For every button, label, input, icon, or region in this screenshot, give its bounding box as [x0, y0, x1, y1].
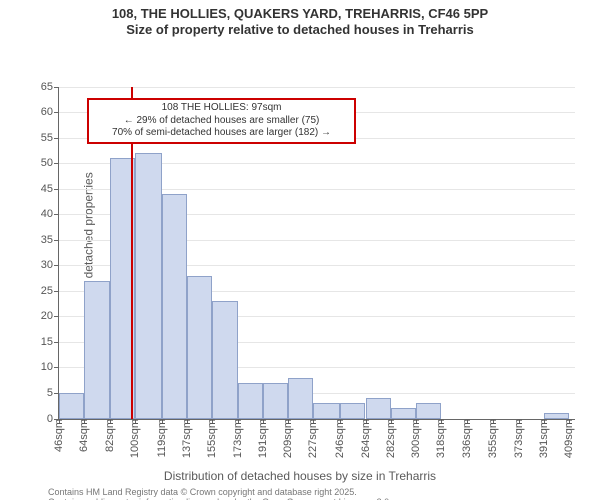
x-tick-label: 173sqm — [232, 419, 244, 466]
histogram-bar — [238, 383, 263, 419]
chart-title-block: 108, THE HOLLIES, QUAKERS YARD, TREHARRI… — [0, 0, 600, 39]
x-tick-label: 46sqm — [53, 419, 65, 460]
x-tick-label: 119sqm — [156, 419, 168, 465]
histogram-bar — [416, 403, 441, 418]
chart-footer: Contains HM Land Registry data © Crown c… — [0, 483, 600, 500]
x-tick-label: 264sqm — [360, 419, 372, 466]
y-tick-label: 30 — [41, 259, 59, 271]
histogram-bar — [84, 281, 109, 419]
histogram-bar — [366, 398, 391, 418]
annotation-line: 108 THE HOLLIES: 97sqm — [93, 102, 349, 115]
histogram-bar — [212, 301, 237, 418]
chart-title-line2: Size of property relative to detached ho… — [0, 22, 600, 38]
x-tick-label: 282sqm — [385, 419, 397, 466]
x-tick-label: 391sqm — [538, 419, 550, 466]
chart-area: Number of detached properties 0510152025… — [0, 39, 600, 471]
x-tick-label: 336sqm — [461, 419, 473, 466]
histogram-bar — [313, 403, 340, 418]
histogram-bar — [391, 408, 416, 418]
x-axis-label: Distribution of detached houses by size … — [0, 469, 600, 483]
y-tick-label: 25 — [41, 285, 59, 297]
x-tick-label: 209sqm — [282, 419, 294, 466]
x-tick-label: 137sqm — [181, 419, 193, 466]
y-tick-label: 10 — [41, 361, 59, 373]
histogram-bar — [59, 393, 84, 419]
histogram-bar — [544, 413, 569, 418]
x-tick-label: 155sqm — [206, 419, 218, 466]
footer-line1: Contains HM Land Registry data © Crown c… — [48, 487, 600, 498]
x-tick-label: 373sqm — [513, 419, 525, 466]
x-tick-label: 191sqm — [257, 419, 269, 466]
x-tick-label: 227sqm — [307, 419, 319, 466]
y-tick-label: 5 — [47, 387, 59, 399]
histogram-bar — [135, 153, 162, 419]
annotation-line: 70% of semi-detached houses are larger (… — [93, 127, 349, 140]
x-tick-label: 409sqm — [563, 419, 575, 466]
histogram-bar — [263, 383, 288, 419]
annotation-box: 108 THE HOLLIES: 97sqm← 29% of detached … — [87, 98, 355, 144]
histogram-bar — [187, 276, 212, 419]
y-tick-label: 20 — [41, 310, 59, 322]
x-tick-label: 100sqm — [129, 419, 141, 466]
y-tick-label: 50 — [41, 157, 59, 169]
gridline-h — [59, 87, 575, 88]
x-tick-label: 82sqm — [104, 419, 116, 460]
y-tick-label: 60 — [41, 106, 59, 118]
x-tick-label: 355sqm — [487, 419, 499, 466]
x-tick-label: 300sqm — [410, 419, 422, 466]
y-tick-label: 45 — [41, 183, 59, 195]
histogram-bar — [340, 403, 365, 418]
y-tick-label: 65 — [41, 81, 59, 93]
x-tick-label: 64sqm — [78, 419, 90, 460]
y-tick-label: 40 — [41, 208, 59, 220]
y-tick-label: 15 — [41, 336, 59, 348]
annotation-line: ← 29% of detached houses are smaller (75… — [93, 115, 349, 128]
chart-title-line1: 108, THE HOLLIES, QUAKERS YARD, TREHARRI… — [0, 6, 600, 22]
x-tick-label: 318sqm — [435, 419, 447, 466]
x-tick-label: 246sqm — [334, 419, 346, 466]
histogram-bar — [288, 378, 313, 419]
y-tick-label: 55 — [41, 132, 59, 144]
histogram-bar — [162, 194, 187, 419]
y-tick-label: 35 — [41, 234, 59, 246]
plot-area: 0510152025303540455055606546sqm64sqm82sq… — [58, 87, 575, 420]
